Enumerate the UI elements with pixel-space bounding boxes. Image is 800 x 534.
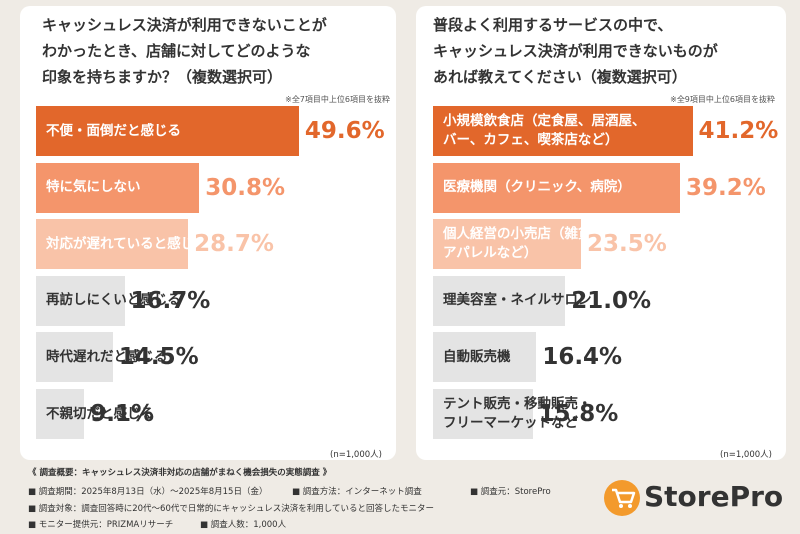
value-label: 15.8% — [538, 401, 619, 427]
bar-label: 時代遅れだと感じる — [46, 348, 168, 365]
bar — [433, 106, 693, 156]
bar — [36, 219, 189, 270]
footer-heading: 《 調査概要：キャッシュレス決済非対応の店舗がまねく機会損失の実態調査 》 — [28, 468, 332, 478]
value-label: 30.8% — [205, 174, 286, 201]
bar-label: 個人経営の小売店（雑貨店、 アパレルなど） — [443, 226, 619, 262]
value-label: 16.7% — [130, 287, 211, 314]
bar — [433, 219, 582, 270]
footer-item: ■ 調査方法：インターネット調査 — [292, 487, 422, 497]
bar-label: 理美容室・ネイルサロン — [443, 292, 592, 309]
bar — [36, 162, 200, 213]
value-label: 39.2% — [685, 174, 766, 201]
bar-label: 医療機関（クリニック、病院） — [443, 179, 631, 196]
value-label: 16.4% — [542, 344, 623, 371]
value-label: 21.0% — [571, 287, 652, 314]
chart-note: ※全9項目中上位6項目を抜粋 — [670, 95, 775, 104]
value-label: 23.5% — [587, 231, 667, 258]
bar — [36, 332, 113, 383]
bar-label: 自動販売機 — [443, 348, 511, 365]
chart-title: キャッシュレス決済が利用できないことが わかったとき、店舗に対してどのような 印… — [42, 16, 327, 86]
chart-title: 普段よく利用するサービスの中で、 キャッシュレス決済が利用できないものが あれば… — [433, 16, 718, 86]
bar-label: 特に気にしない — [46, 179, 141, 196]
value-label: 41.2% — [698, 118, 779, 144]
value-label: 28.7% — [194, 231, 274, 258]
footer-item: ■ 調査期間：2025年8月13日（水）～2025年8月15日（金） — [28, 487, 268, 497]
logo-icon — [604, 480, 640, 516]
bar-label: 不便・面倒だと感じる — [46, 122, 181, 139]
bar — [433, 162, 680, 213]
value-label: 9.1% — [90, 401, 155, 427]
sample-note: (n=1,000人) — [720, 450, 772, 460]
bar-label: 対応が遅れていると感じる — [46, 235, 208, 252]
footer-item: ■ 調査対象：調査回答時に20代～60代で日常的にキャッシュレス決済を利用してい… — [28, 503, 434, 514]
footer-item: ■ 調査人数：1,000人 — [200, 520, 287, 530]
bar-label: 不親切だと感じる — [46, 405, 154, 422]
bar — [433, 275, 566, 326]
value-label: 49.6% — [304, 118, 385, 144]
bar — [433, 332, 537, 383]
footer-item: ■ 調査元：StorePro — [470, 487, 551, 497]
sample-note: (n=1,000人) — [330, 450, 382, 460]
bar — [433, 389, 533, 439]
bar — [36, 389, 85, 439]
value-label: 14.5% — [118, 344, 199, 371]
bar — [36, 275, 125, 326]
bar-label: テント販売・移動販売・ フリーマーケットなど — [443, 396, 592, 431]
footer-item: ■ モニター提供元：PRIZMAリサーチ — [28, 520, 174, 530]
bar-label: 再訪しにくいと感じる — [46, 292, 181, 309]
bar-label: 小規模飲食店（定食屋、居酒屋、 バー、カフェ、喫茶店など） — [443, 113, 646, 148]
bar — [36, 106, 299, 156]
chart-note: ※全7項目中上位6項目を抜粋 — [285, 95, 390, 104]
logo-text: StorePro — [644, 480, 784, 513]
